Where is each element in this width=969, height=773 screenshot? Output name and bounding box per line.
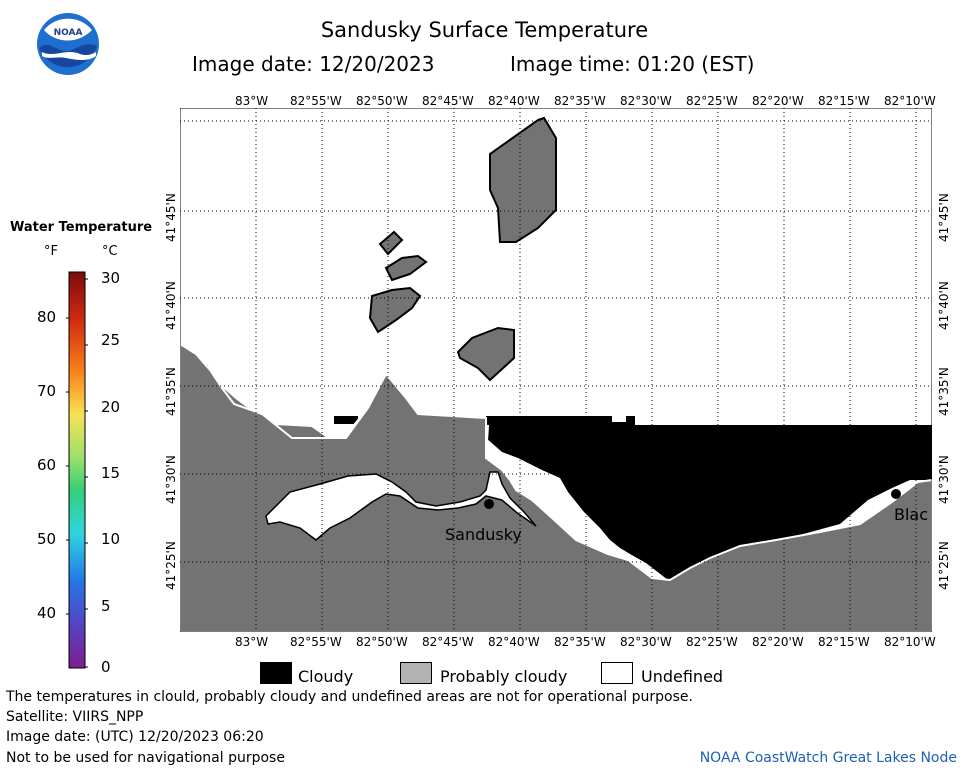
lat-label-left: 41°30'N: [164, 455, 178, 504]
node-credit: NOAA CoastWatch Great Lakes Node: [699, 750, 957, 766]
lon-label-bottom: 82°20'W: [752, 635, 804, 649]
scale-f-40: 40: [37, 604, 57, 622]
scale-f-60: 60: [37, 456, 57, 474]
legend-title: Water Temperature: [10, 220, 153, 235]
noaa-logo-text: NOAA: [54, 28, 83, 38]
page-title: Sandusky Surface Temperature: [320, 18, 649, 42]
lon-label-top: 82°15'W: [818, 94, 870, 108]
lon-label-bottom: 82°50'W: [356, 635, 408, 649]
lon-label-bottom: 82°55'W: [290, 635, 342, 649]
navigation-warning: Not to be used for navigational purpose: [6, 750, 285, 766]
key-swatch-probably-cloudy: [400, 662, 432, 684]
lon-label-bottom: 82°15'W: [818, 635, 870, 649]
lon-label-bottom: 82°40'W: [488, 635, 540, 649]
lon-label-bottom: 82°30'W: [620, 635, 672, 649]
scale-c-5: 5: [101, 597, 111, 615]
sandusky-label: Sandusky: [445, 525, 522, 544]
lat-label-right: 41°45'N: [937, 193, 951, 242]
lat-label-left: 41°25'N: [164, 541, 178, 590]
lon-label-top: 82°10'W: [884, 94, 936, 108]
undefined-region: [265, 471, 537, 541]
lon-label-top: 82°20'W: [752, 94, 804, 108]
legend-unit-celsius: °C: [102, 244, 118, 259]
lon-label-top: 82°55'W: [290, 94, 342, 108]
image-time: Image time: 01:20 (EST): [510, 52, 755, 76]
surface-temperature-map: Sandusky Blac: [180, 108, 932, 632]
scale-c-20: 20: [101, 398, 121, 416]
key-label-probably-cloudy: Probably cloudy: [440, 667, 568, 686]
lon-label-top: 82°45'W: [422, 94, 474, 108]
lon-label-top: 82°50'W: [356, 94, 408, 108]
lon-label-top: 83°W: [235, 94, 269, 108]
image-date: Image date: 12/20/2023: [192, 52, 435, 76]
sandusky-marker: [484, 499, 494, 509]
lat-label-right: 41°25'N: [937, 541, 951, 590]
lat-label-right: 41°30'N: [937, 455, 951, 504]
key-swatch-cloudy: [260, 662, 292, 684]
lat-labels-right: 41°45'N 41°40'N 41°35'N 41°30'N 41°25'N: [937, 193, 951, 590]
city-marker: [891, 489, 901, 499]
lon-label-bottom: 82°10'W: [884, 635, 936, 649]
lat-label-right: 41°35'N: [937, 367, 951, 416]
lat-label-left: 41°40'N: [164, 281, 178, 330]
legend-unit-fahrenheit: °F: [44, 244, 58, 259]
lat-labels-left: 41°45'N 41°40'N 41°35'N 41°30'N 41°25'N: [164, 193, 178, 590]
satellite-text: Satellite: VIIRS_NPP: [6, 709, 144, 725]
lat-label-right: 41°40'N: [937, 281, 951, 330]
lon-label-bottom: 83°W: [235, 635, 269, 649]
lat-lon-grid: [180, 108, 932, 632]
lon-label-top: 82°35'W: [554, 94, 606, 108]
cloudy-region: [334, 416, 932, 580]
key-label-undefined: Undefined: [641, 667, 724, 686]
city-label-partial: Blac: [894, 505, 928, 524]
noaa-logo: NOAA: [37, 13, 99, 75]
island: [368, 116, 558, 382]
scale-f-50: 50: [37, 530, 57, 548]
lon-label-bottom: 82°35'W: [554, 635, 606, 649]
lat-label-left: 41°45'N: [164, 193, 178, 242]
scale-f-80: 80: [37, 308, 57, 326]
lon-label-top: 82°25'W: [686, 94, 738, 108]
utc-date-text: Image date: (UTC) 12/20/2023 06:20: [6, 729, 264, 745]
temperature-color-bar: [66, 271, 88, 669]
probably-cloudy-region: [180, 342, 932, 632]
scale-c-15: 15: [101, 464, 121, 482]
scale-c-25: 25: [101, 331, 121, 349]
key-label-cloudy: Cloudy: [298, 667, 354, 686]
lat-label-left: 41°35'N: [164, 367, 178, 416]
scale-f-70: 70: [37, 382, 57, 400]
lon-label-bottom: 82°25'W: [686, 635, 738, 649]
scale-c-10: 10: [101, 530, 121, 548]
key-swatch-undefined: [601, 662, 633, 684]
scale-c-0: 0: [101, 658, 111, 676]
lon-label-bottom: 82°45'W: [422, 635, 474, 649]
lon-label-top: 82°40'W: [488, 94, 540, 108]
lon-label-top: 82°30'W: [620, 94, 672, 108]
scale-c-30: 30: [101, 269, 121, 287]
disclaimer-text: The temperatures in clould, probably clo…: [6, 689, 693, 705]
